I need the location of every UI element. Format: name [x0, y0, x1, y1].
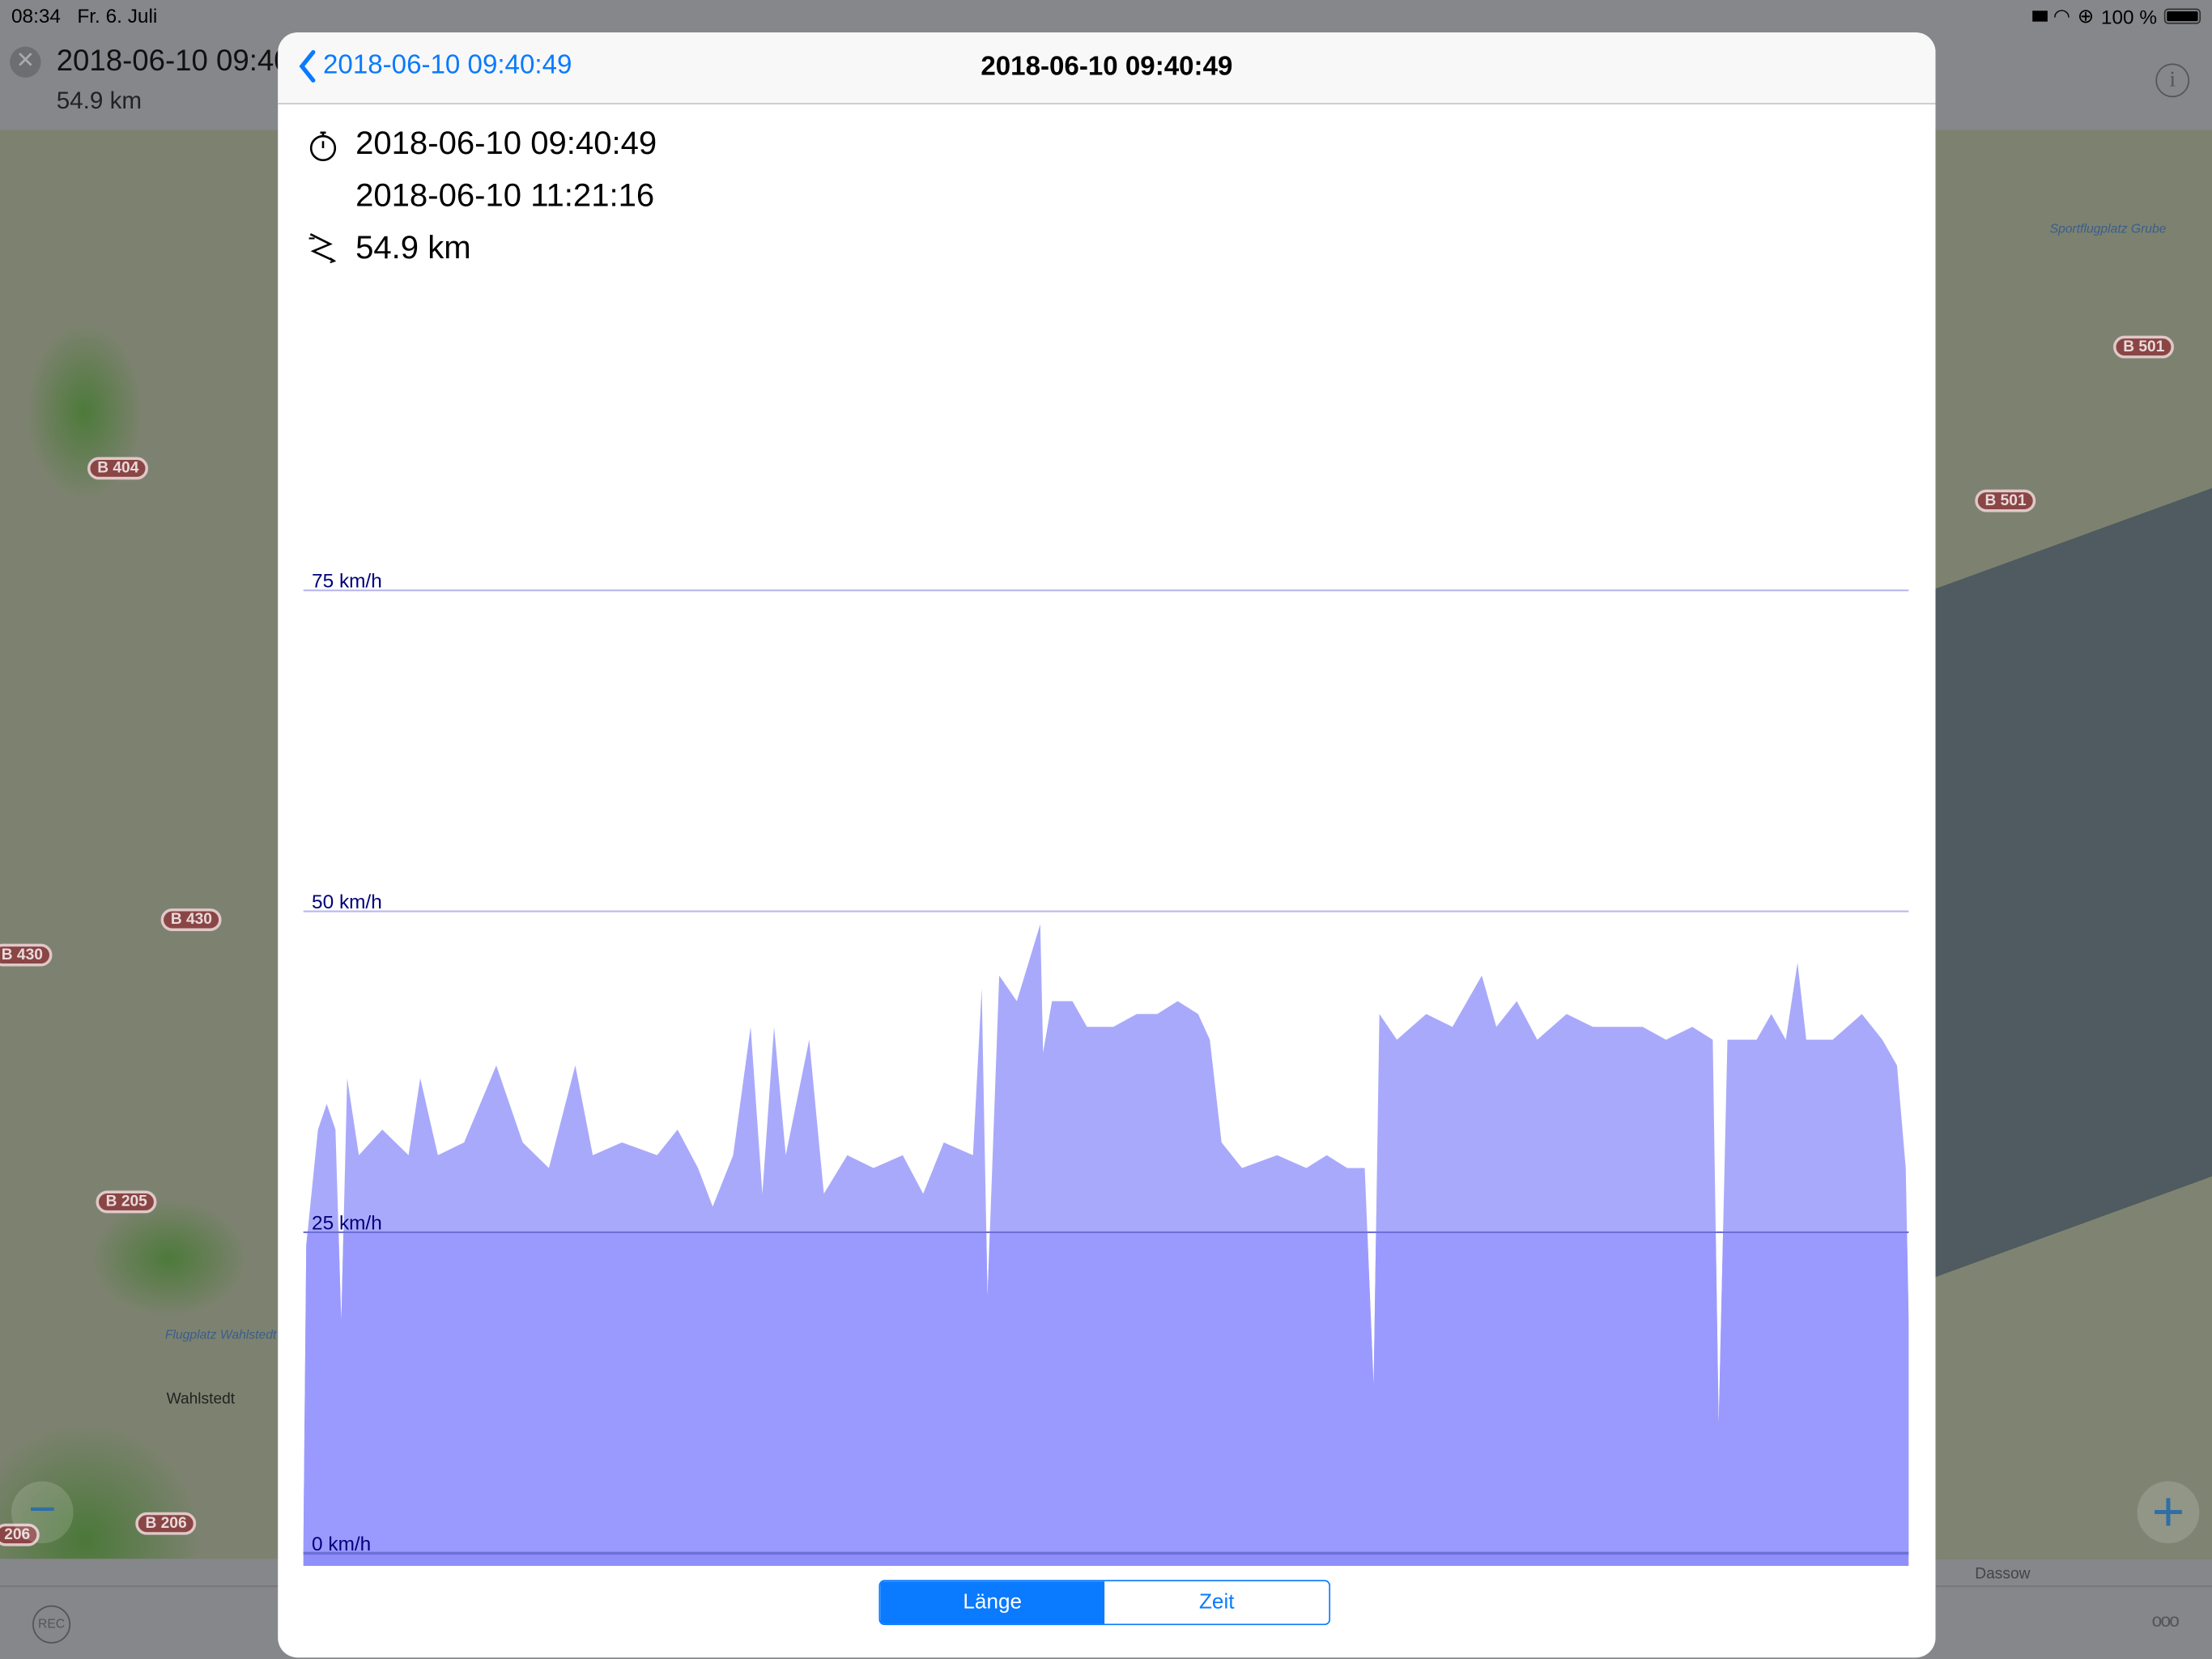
status-time-date: 08:34 Fr. 6. Juli: [11, 4, 157, 27]
rotation-lock-icon: ⊕: [2077, 4, 2095, 28]
status-icons: ▮▮▮ ◠ ⊕ 100 %: [2031, 4, 2201, 28]
track-distance: 54.9 km: [56, 87, 143, 115]
road-label: B 404: [87, 457, 149, 480]
more-button[interactable]: ooo: [2151, 1610, 2180, 1631]
battery-percent: 100 %: [2100, 5, 2158, 28]
close-icon[interactable]: ✕: [10, 46, 41, 78]
distance: 54.9 km: [355, 228, 471, 266]
place-label: Dassow: [1975, 1566, 2031, 1583]
back-label: 2018-06-10 09:40:49: [322, 50, 572, 81]
place-label: Wahlstedt: [166, 1390, 236, 1408]
battery-icon: [2163, 8, 2201, 24]
road-label: 206: [0, 1523, 40, 1546]
road-label: B 206: [135, 1512, 197, 1535]
cellular-signal-icon: ▮▮▮: [2031, 8, 2049, 24]
y-tick-label: 75 km/h: [312, 571, 382, 593]
road-label: B 501: [1975, 489, 2036, 513]
road-label: B 205: [96, 1190, 158, 1214]
speed-area-below-25: [303, 1231, 1909, 1554]
road-label: B 430: [0, 943, 53, 967]
back-button[interactable]: 2018-06-10 09:40:49: [298, 49, 572, 83]
chevron-left-icon: [299, 49, 316, 83]
end-time: 2018-06-10 11:21:16: [355, 176, 655, 214]
y-tick-label: 25 km/h: [312, 1212, 382, 1234]
zoom-in-button[interactable]: +: [2137, 1481, 2200, 1544]
y-tick-label: 50 km/h: [312, 891, 382, 913]
chart-mode-segmented-control[interactable]: Länge Zeit: [878, 1580, 1331, 1626]
info-icon[interactable]: i: [2155, 63, 2190, 98]
stopwatch-icon: [309, 131, 337, 162]
chart-baseline-band: [303, 1553, 1909, 1567]
speed-chart[interactable]: 0 km/h 25 km/h 50 km/h 75 km/h: [303, 266, 1909, 1567]
navigation-bar: 2018-06-10 09:40:49 2018-06-10 09:40:49: [278, 32, 1936, 104]
status-bar: 08:34 Fr. 6. Juli ▮▮▮ ◠ ⊕ 100 %: [0, 0, 2212, 31]
route-distance-icon: [308, 233, 337, 264]
segment-length[interactable]: Länge: [880, 1581, 1105, 1624]
place-label: Sportflugplatz Grube: [2049, 221, 2167, 236]
y-tick-label: 0 km/h: [312, 1534, 371, 1555]
status-time: 08:34: [11, 4, 62, 28]
page-title: 2018-06-10 09:40:49: [981, 52, 1233, 83]
road-label: B 501: [2113, 335, 2175, 359]
status-date: Fr. 6. Juli: [77, 4, 158, 28]
road-label: B 430: [160, 908, 223, 931]
place-label: Flugplatz Wahlstedt: [164, 1327, 277, 1342]
wifi-icon: ◠: [2052, 4, 2071, 28]
map-sea-area: [1935, 130, 2212, 1559]
track-detail-modal: 2018-06-10 09:40:49 2018-06-10 09:40:49 …: [278, 32, 1936, 1658]
start-time: 2018-06-10 09:40:49: [355, 124, 657, 161]
zoom-out-button[interactable]: −: [11, 1481, 74, 1544]
segment-time[interactable]: Zeit: [1104, 1581, 1329, 1624]
record-button[interactable]: REC: [32, 1605, 71, 1644]
